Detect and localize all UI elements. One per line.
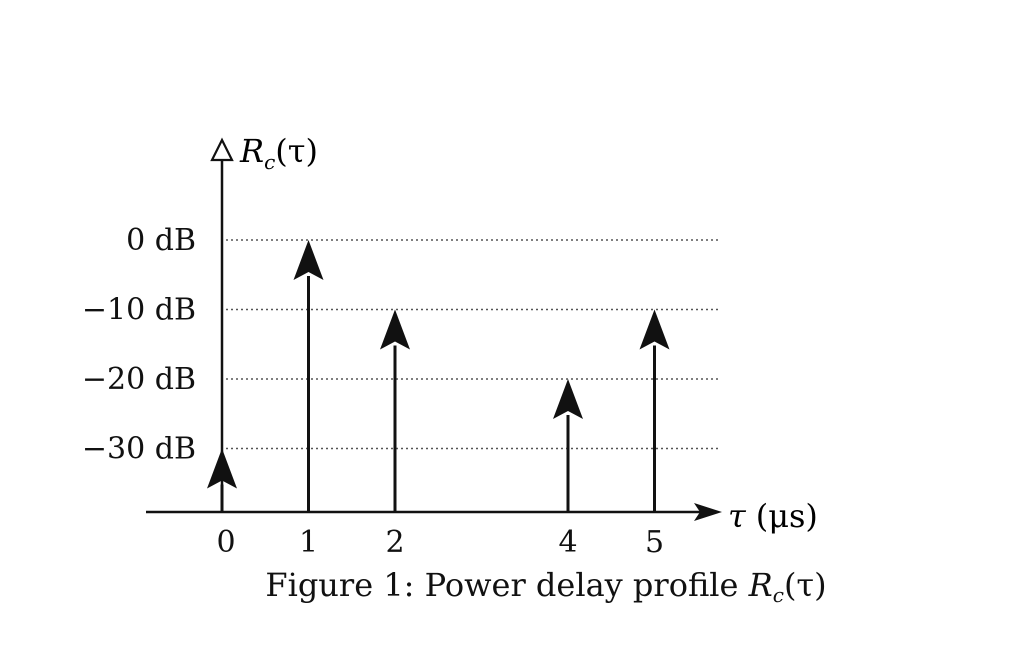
y-tick-label: 0 dB xyxy=(126,223,196,258)
impulse-stem xyxy=(639,309,670,512)
impulse-stem xyxy=(380,309,410,512)
impulse-stem xyxy=(293,240,324,512)
y-tick-label: −20 dB xyxy=(82,362,196,397)
stem-arrowhead xyxy=(207,448,237,489)
x-axis-arrowhead xyxy=(694,503,722,521)
stem-arrowhead xyxy=(380,309,410,350)
x-tick-label: 5 xyxy=(645,525,664,560)
y-axis-arrowhead xyxy=(210,137,234,162)
x-tick-labels: 0 1 2 4 5 xyxy=(216,525,664,560)
x-tick-label: 1 xyxy=(299,525,318,560)
impulse-stem xyxy=(207,448,237,512)
impulse-stems xyxy=(207,240,670,512)
caption-prefix: Figure 1: Power delay profile xyxy=(265,566,749,604)
caption-argument: (τ) xyxy=(783,566,827,604)
x-axis-label: τ (μs) xyxy=(728,497,818,535)
y-tick-label: −10 dB xyxy=(82,293,196,328)
figure-caption: Figure 1: Power delay profile Rc(τ) xyxy=(0,566,1024,607)
stem-arrowhead xyxy=(639,309,670,350)
stem-arrowhead xyxy=(553,379,583,419)
axes xyxy=(146,137,722,521)
impulse-stem xyxy=(553,379,583,512)
x-tick-label: 2 xyxy=(385,525,404,560)
x-tick-label: 0 xyxy=(216,525,235,560)
caption-subscript: c xyxy=(772,583,784,607)
caption-symbol: R xyxy=(748,566,773,604)
y-axis-label: Rc(τ) xyxy=(239,132,318,174)
x-tick-label: 4 xyxy=(558,525,577,560)
y-tick-label: −30 dB xyxy=(82,432,196,467)
y-tick-labels: 0 dB −10 dB −20 dB −30 dB xyxy=(82,223,196,467)
stem-arrowhead xyxy=(293,240,324,280)
grid-lines xyxy=(226,239,720,450)
